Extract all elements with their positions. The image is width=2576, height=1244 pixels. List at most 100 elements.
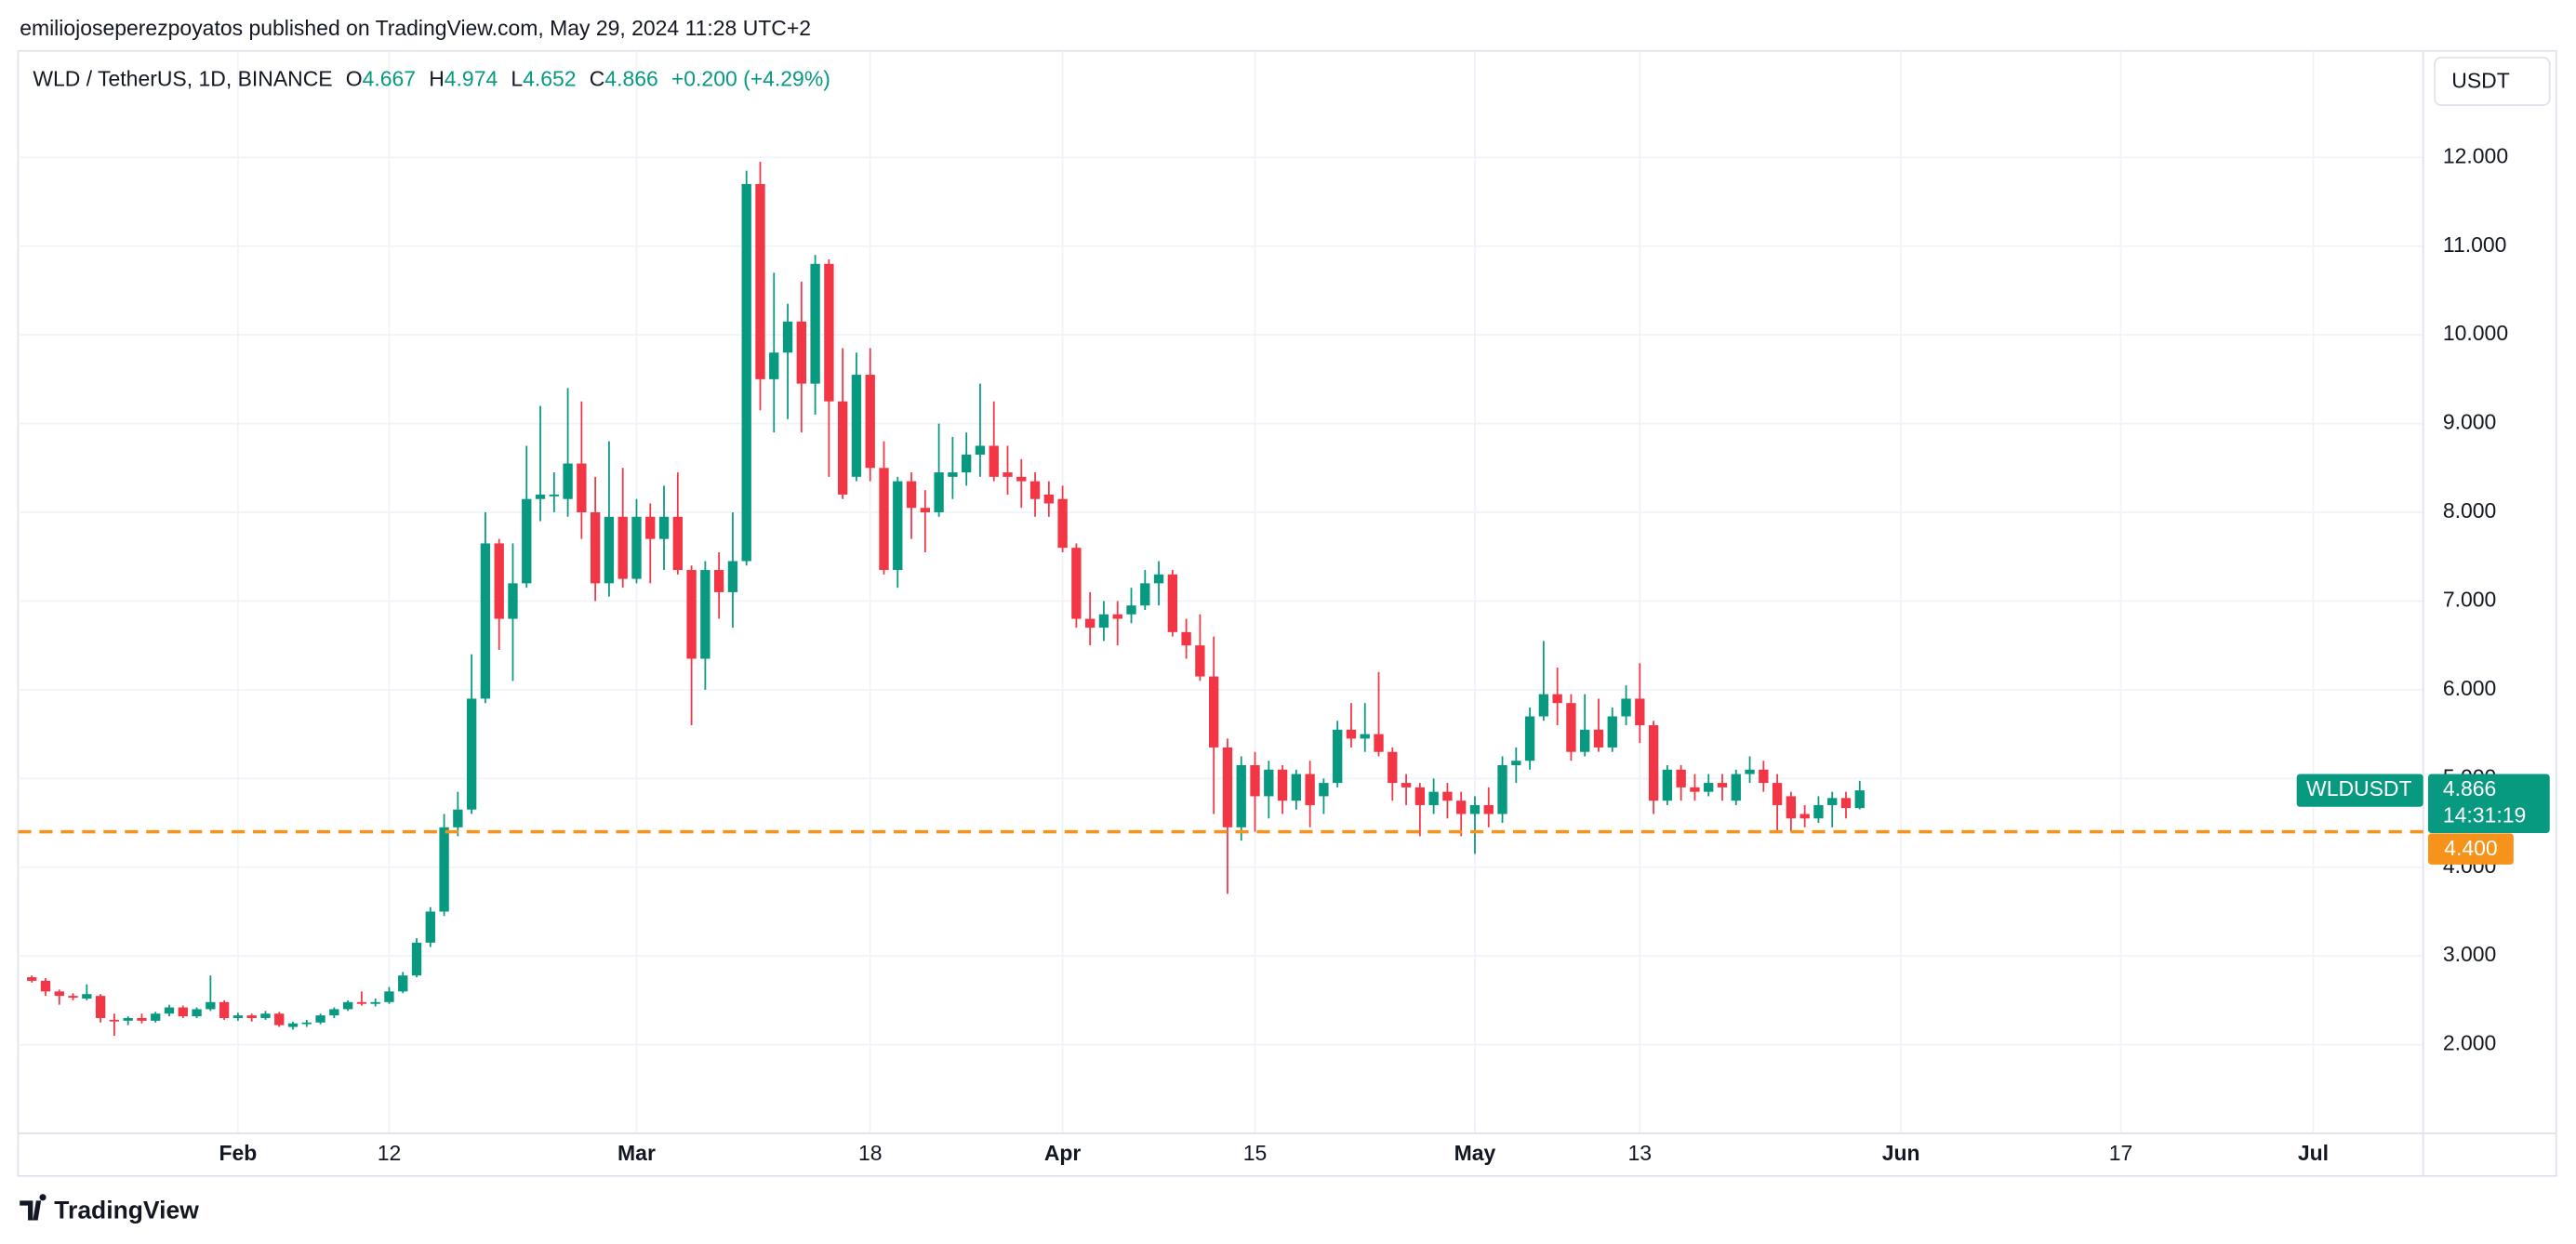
countdown-label: 14:31:19 (2443, 802, 2526, 827)
candle-body (274, 1013, 285, 1026)
candle-body (1676, 769, 1686, 787)
candle-body (246, 1015, 257, 1018)
candle-body (178, 1007, 188, 1017)
candle-body (260, 1013, 271, 1018)
x-tick-label: Mar (617, 1141, 656, 1165)
candle-body (1167, 574, 1178, 632)
candle-body (700, 570, 710, 659)
candle-body (95, 996, 106, 1018)
legend-high: 4.974 (445, 67, 498, 91)
candle-body (1250, 765, 1260, 797)
legend-close-label: C (590, 67, 605, 91)
candle-body (301, 1022, 312, 1025)
candle-body (1552, 694, 1562, 704)
candle-body (865, 375, 875, 469)
candle-body (577, 463, 587, 513)
symbol-tag (2296, 774, 2423, 807)
candle-body (1264, 769, 1274, 797)
candle-body (563, 463, 573, 499)
candle-body (1524, 716, 1535, 761)
candle-body (27, 977, 37, 981)
symbol-tag-label: WLDUSDT (2306, 776, 2412, 801)
candle-body (480, 543, 491, 699)
candle-body (755, 183, 765, 379)
legend-high-label: H (429, 67, 445, 91)
candle-body (494, 543, 504, 619)
candle-body (1414, 787, 1426, 805)
x-tick-label: 12 (378, 1141, 402, 1165)
candle-body (1126, 605, 1136, 615)
hline-price-tag (2427, 833, 2514, 865)
candle-body (713, 570, 724, 592)
candle-body (466, 698, 477, 810)
legend-low-label: L (511, 67, 523, 91)
candle-body (824, 263, 834, 402)
candle-body (851, 375, 862, 477)
candle-body (1112, 614, 1122, 619)
candle-body (329, 1009, 339, 1016)
candle-body (658, 516, 670, 539)
candle-body (1662, 769, 1673, 801)
currency-label[interactable]: USDT (2451, 68, 2509, 92)
candle-body (1827, 798, 1838, 805)
candle-body (1346, 729, 1357, 739)
last-price-label: 4.866 (2443, 776, 2496, 801)
candle-body (1854, 790, 1865, 809)
candle-body (631, 516, 642, 579)
candle-body (1469, 804, 1481, 814)
candle-body (1319, 783, 1329, 797)
candle-body (1745, 769, 1755, 774)
candle-body (68, 996, 78, 999)
candle-body (1799, 814, 1810, 819)
y-tick-label: 7.000 (2443, 588, 2496, 612)
candle-body (315, 1015, 325, 1023)
y-tick-label: 9.000 (2443, 410, 2496, 434)
x-tick-label: Jun (1882, 1141, 1920, 1165)
candle-body (1374, 734, 1384, 752)
candle-body (837, 401, 848, 495)
candle-body (370, 1001, 380, 1004)
candle-body (549, 494, 559, 496)
y-tick-label: 8.000 (2443, 498, 2496, 523)
candle-body (1388, 751, 1398, 784)
candle-body (123, 1017, 133, 1021)
candle-body (287, 1023, 299, 1027)
logo: TradingView (20, 1194, 199, 1224)
candle-body (1580, 729, 1590, 752)
candle-body (1195, 645, 1205, 677)
candle-body (164, 1007, 175, 1014)
candle-body (1731, 774, 1741, 801)
publisher-line: emiliojoseperezpoyatos published on Trad… (20, 16, 811, 40)
candle-body (1277, 769, 1288, 801)
candle-body (40, 980, 51, 992)
y-tick-label: 12.000 (2443, 143, 2508, 167)
y-tick-label: 2.000 (2443, 1031, 2496, 1055)
y-tick-label: 11.000 (2443, 232, 2507, 257)
candle-body (1181, 631, 1191, 646)
last-price-tag (2427, 774, 2550, 834)
candle-body (769, 352, 779, 379)
candles (27, 162, 1865, 1037)
candle-body (1759, 769, 1769, 784)
candle-body (1428, 791, 1439, 805)
candle-body (590, 512, 601, 584)
candle-body (782, 321, 793, 353)
candle-body (398, 975, 408, 992)
candle-body (1098, 614, 1109, 629)
candle-body (192, 1009, 202, 1017)
chart-frame (17, 49, 2557, 1177)
candle-body (1593, 729, 1604, 748)
candle-body (1621, 698, 1631, 717)
candle-body (109, 1019, 120, 1022)
legend-close: 4.866 (604, 67, 657, 91)
x-tick-label: Apr (1044, 1141, 1082, 1165)
legend-low: 4.652 (523, 67, 576, 91)
candle-body (1003, 472, 1013, 477)
candle-body (1772, 783, 1783, 805)
candle-body (1029, 481, 1041, 499)
candle-body (1291, 774, 1302, 801)
candle-body (1016, 476, 1027, 482)
currency-button[interactable] (2434, 56, 2551, 106)
